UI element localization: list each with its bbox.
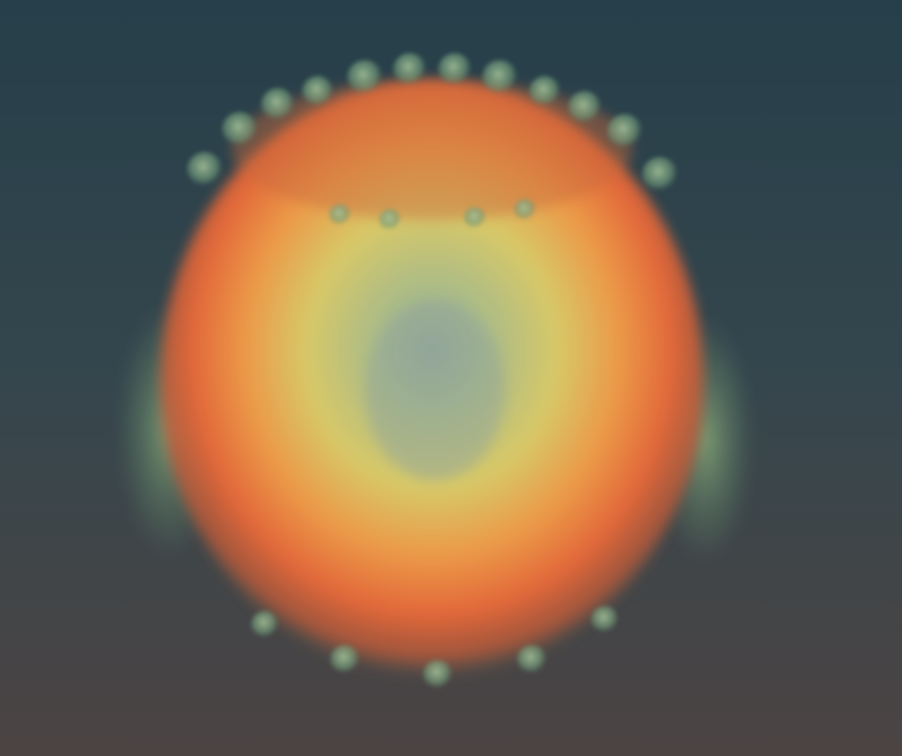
bubble (517, 645, 547, 675)
top-cap (232, 80, 632, 220)
bubble (607, 114, 643, 150)
bubble (222, 112, 258, 148)
bubble (393, 53, 427, 87)
bubble (438, 53, 472, 87)
bubble (591, 606, 619, 634)
bubble (330, 645, 360, 675)
bubble (464, 207, 486, 229)
bubble (302, 76, 334, 108)
bubble (379, 209, 401, 231)
bubble (514, 199, 536, 221)
bubble (642, 157, 678, 193)
bubble (423, 660, 453, 690)
bubble (347, 60, 383, 96)
core-glow (365, 300, 505, 480)
bubble (187, 152, 223, 188)
bottom-bubbles (251, 606, 619, 690)
bubble (329, 204, 351, 226)
bubble (251, 611, 279, 639)
bubble (529, 76, 561, 108)
top-bubbles (187, 53, 678, 231)
bubble (568, 91, 602, 125)
bubble (261, 88, 295, 122)
bubble (482, 60, 518, 96)
